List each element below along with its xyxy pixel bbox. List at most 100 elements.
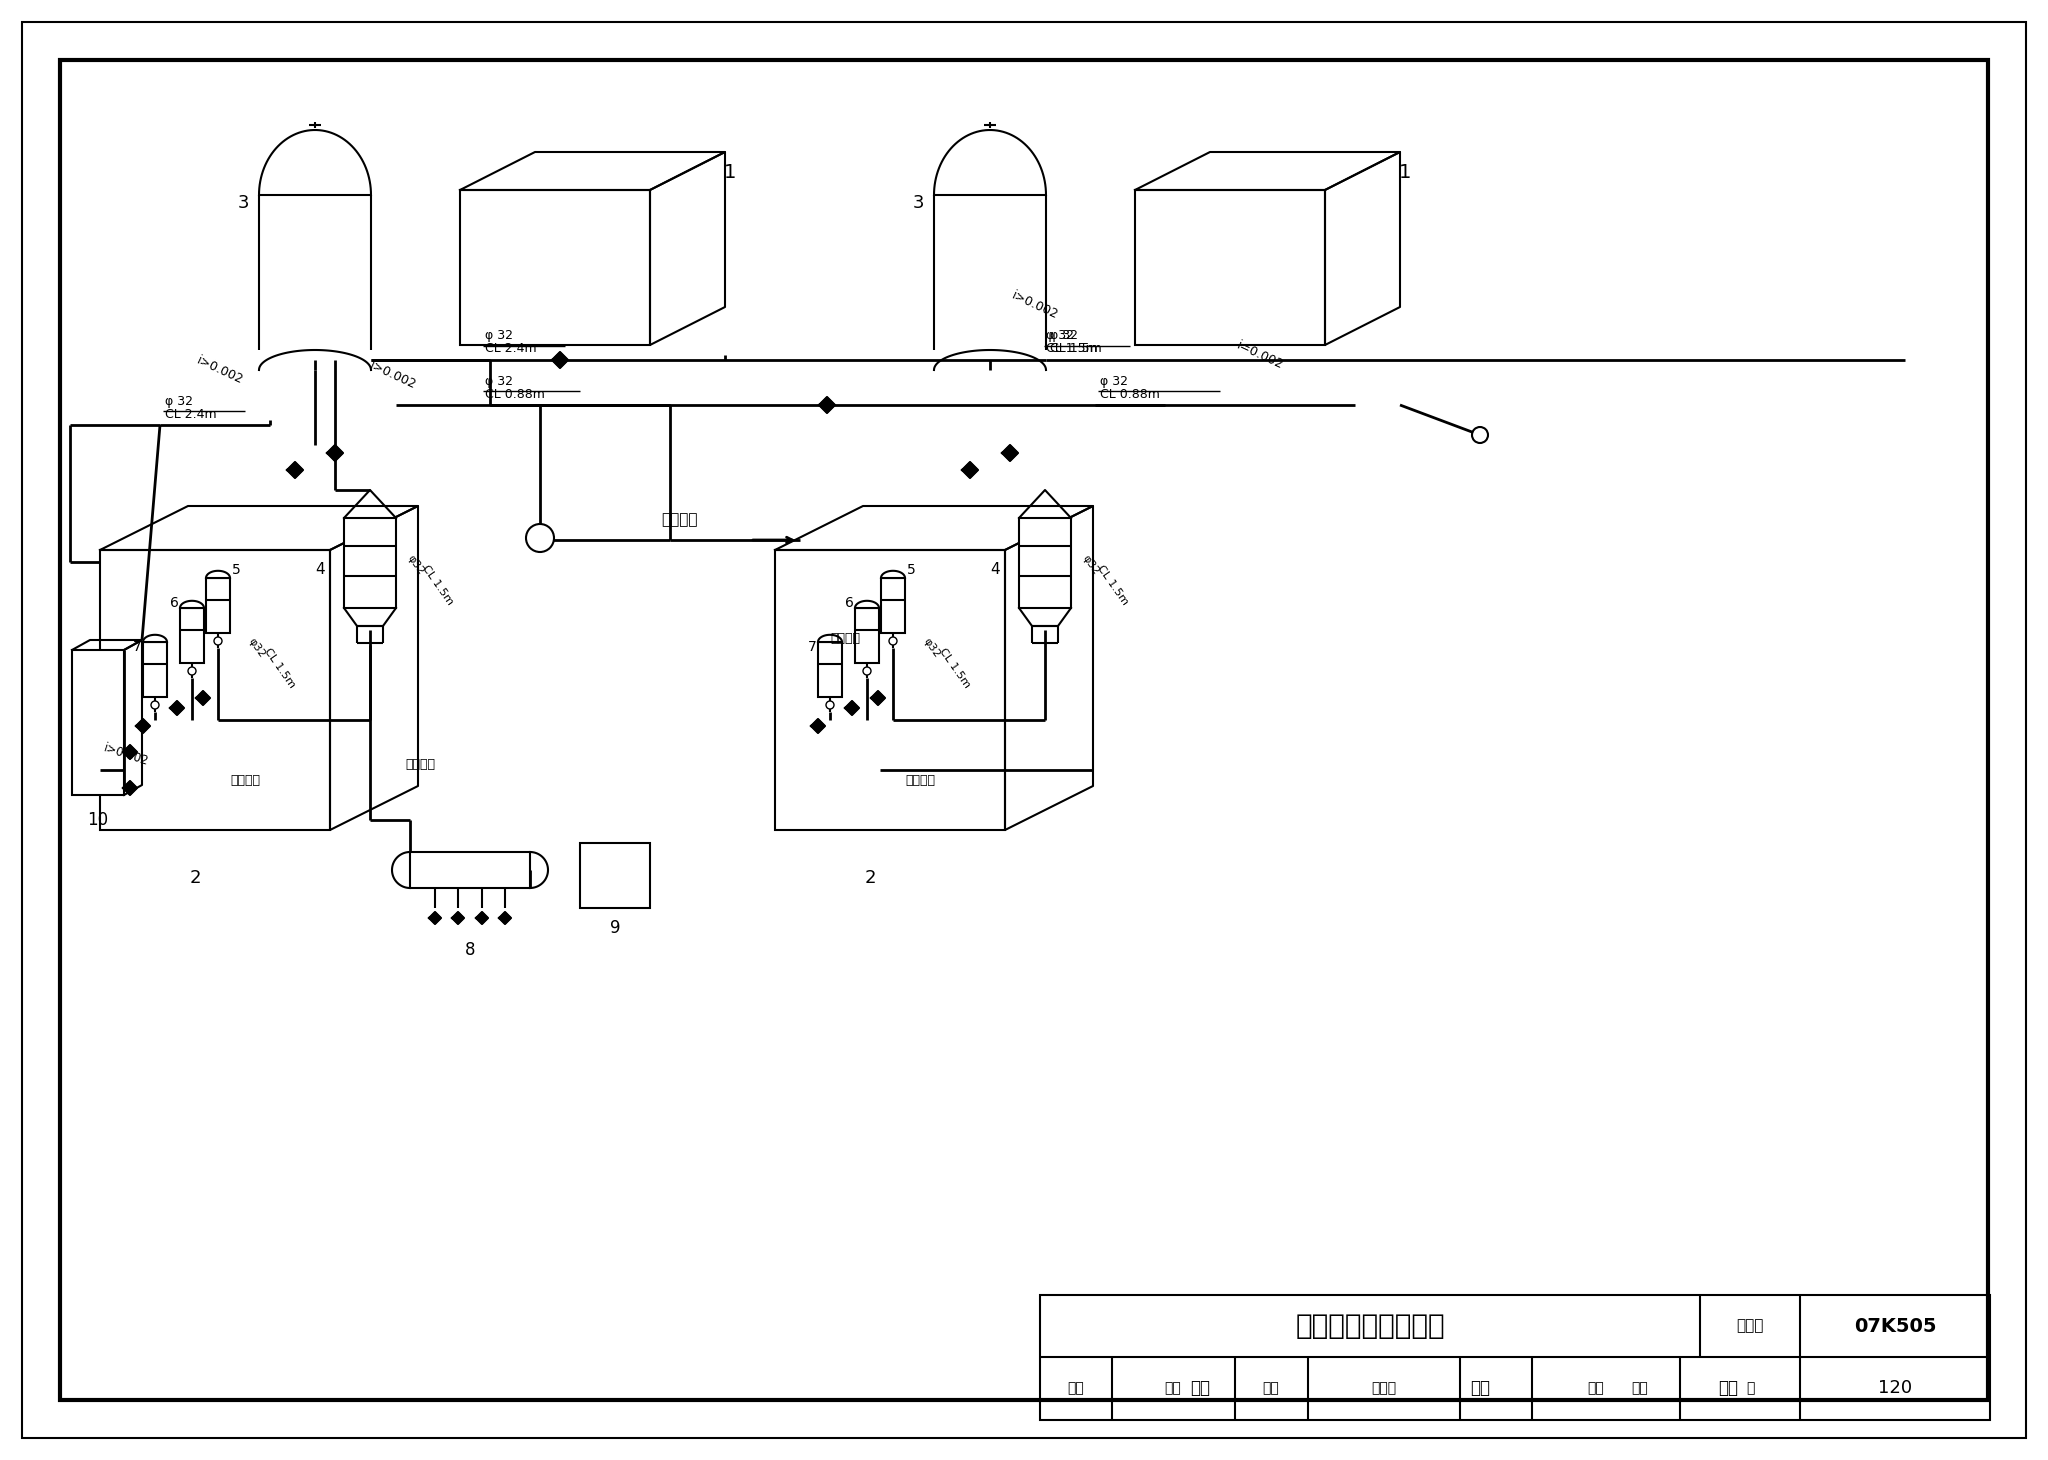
Text: CL 1.5m: CL 1.5m — [1096, 564, 1130, 607]
Polygon shape — [649, 152, 725, 345]
Polygon shape — [774, 507, 1094, 550]
Circle shape — [152, 701, 160, 710]
Bar — [1020, 518, 1071, 607]
Polygon shape — [123, 781, 137, 796]
Text: 页: 页 — [1745, 1381, 1755, 1394]
Polygon shape — [1325, 152, 1401, 345]
Text: 5: 5 — [231, 564, 240, 577]
Text: 刘强: 刘强 — [1165, 1381, 1182, 1394]
Text: 2: 2 — [864, 869, 877, 888]
Polygon shape — [500, 912, 512, 924]
Text: 送至用户: 送至用户 — [662, 512, 698, 527]
Polygon shape — [811, 718, 825, 733]
Text: CL 0.88m: CL 0.88m — [485, 387, 545, 400]
Polygon shape — [1001, 445, 1018, 461]
Text: i>0.002: i>0.002 — [369, 359, 418, 391]
Text: 排入地沟: 排入地沟 — [829, 632, 860, 644]
Text: CL 0.88m: CL 0.88m — [1100, 387, 1159, 400]
Bar — [580, 842, 649, 908]
Text: i>0.002: i>0.002 — [1010, 289, 1061, 321]
Bar — [1135, 190, 1325, 345]
Bar — [461, 190, 649, 345]
Text: 排入地沟: 排入地沟 — [229, 774, 260, 787]
Text: 压缩空气系统轴测图: 压缩空气系统轴测图 — [1294, 1313, 1444, 1340]
Polygon shape — [143, 635, 168, 642]
Text: φ 32: φ 32 — [485, 375, 512, 387]
Text: CL 1.5m: CL 1.5m — [1047, 343, 1098, 355]
Text: 6: 6 — [170, 596, 178, 610]
Polygon shape — [1135, 152, 1401, 190]
Text: φ32: φ32 — [922, 637, 942, 660]
Text: φ 32: φ 32 — [1047, 330, 1073, 343]
Text: CL 2.4m: CL 2.4m — [166, 407, 217, 420]
Text: 3: 3 — [238, 194, 248, 212]
Text: φ 32: φ 32 — [485, 330, 512, 343]
Bar — [344, 518, 395, 607]
Text: 2: 2 — [188, 869, 201, 888]
Text: CL 1.5m: CL 1.5m — [420, 564, 455, 607]
Bar — [881, 578, 905, 634]
Text: 龙隆: 龙隆 — [1190, 1380, 1210, 1397]
Bar — [180, 607, 205, 663]
Text: CL 1.5m: CL 1.5m — [262, 647, 297, 689]
Bar — [72, 650, 125, 796]
Text: 审核: 审核 — [1067, 1381, 1083, 1394]
Text: i=0.002: i=0.002 — [1235, 339, 1286, 371]
Text: φ32: φ32 — [1079, 553, 1100, 577]
Polygon shape — [330, 507, 418, 829]
Polygon shape — [475, 912, 487, 924]
Text: 120: 120 — [1878, 1380, 1913, 1397]
Polygon shape — [854, 602, 879, 607]
Circle shape — [188, 667, 197, 675]
Text: 4: 4 — [989, 562, 999, 578]
Polygon shape — [453, 912, 465, 924]
Polygon shape — [328, 445, 342, 461]
Text: i>0.002: i>0.002 — [102, 742, 150, 768]
Text: 支住: 支住 — [1718, 1380, 1739, 1397]
Text: 07K505: 07K505 — [1853, 1317, 1935, 1336]
Bar — [100, 550, 330, 829]
Circle shape — [1473, 426, 1489, 442]
Text: 3: 3 — [911, 194, 924, 212]
Polygon shape — [197, 691, 211, 705]
Polygon shape — [180, 602, 205, 607]
Polygon shape — [170, 701, 184, 715]
Polygon shape — [934, 130, 1047, 196]
Bar — [817, 642, 842, 696]
Text: 李佳: 李佳 — [1632, 1381, 1649, 1394]
Circle shape — [526, 524, 555, 552]
Circle shape — [213, 637, 221, 645]
Polygon shape — [553, 352, 567, 368]
Text: 1: 1 — [723, 162, 735, 181]
Text: 4: 4 — [315, 562, 326, 578]
Polygon shape — [207, 571, 229, 578]
Circle shape — [825, 701, 834, 710]
Polygon shape — [461, 152, 725, 190]
Polygon shape — [963, 461, 979, 477]
Polygon shape — [870, 691, 885, 705]
Polygon shape — [817, 635, 842, 642]
Polygon shape — [819, 397, 836, 413]
Text: 马玉涛: 马玉涛 — [1372, 1381, 1397, 1394]
Text: CL 2.4m: CL 2.4m — [485, 343, 537, 355]
Text: φ 32: φ 32 — [1100, 375, 1128, 387]
Text: 7: 7 — [133, 639, 141, 654]
Bar — [1040, 1295, 1991, 1421]
Polygon shape — [1006, 507, 1094, 829]
Polygon shape — [123, 745, 137, 759]
Text: 驻清: 驻清 — [1470, 1380, 1491, 1397]
Text: 校对: 校对 — [1264, 1381, 1280, 1394]
Text: 设计: 设计 — [1587, 1381, 1604, 1394]
Polygon shape — [881, 571, 905, 578]
Polygon shape — [846, 701, 858, 715]
Bar — [207, 578, 229, 634]
Text: 10: 10 — [88, 810, 109, 829]
Text: φ 32: φ 32 — [1051, 330, 1077, 343]
Text: CL 1.5m: CL 1.5m — [938, 647, 971, 689]
Text: φ32: φ32 — [246, 637, 266, 660]
Text: 图集号: 图集号 — [1737, 1318, 1763, 1333]
Text: 7: 7 — [807, 639, 817, 654]
Text: 5: 5 — [907, 564, 915, 577]
Text: CL 1.5m: CL 1.5m — [1051, 343, 1102, 355]
Circle shape — [862, 667, 870, 675]
